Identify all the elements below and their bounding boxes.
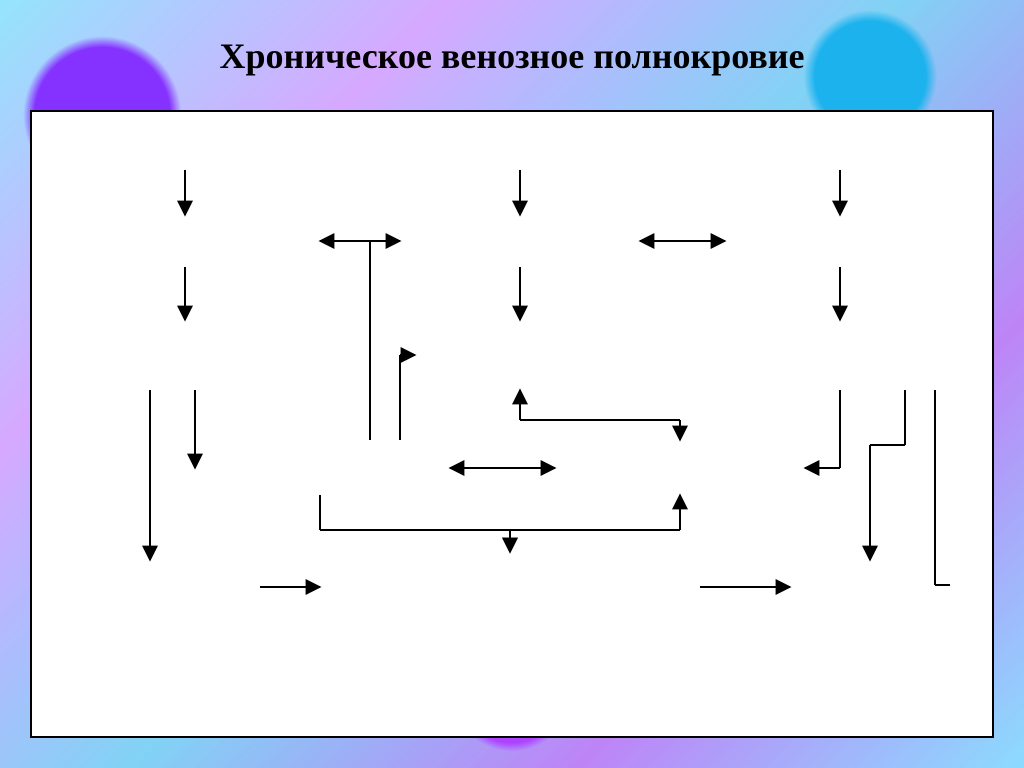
page-title: Хроническое венозное полнокровие [0,35,1024,77]
diagram-panel [30,110,994,738]
